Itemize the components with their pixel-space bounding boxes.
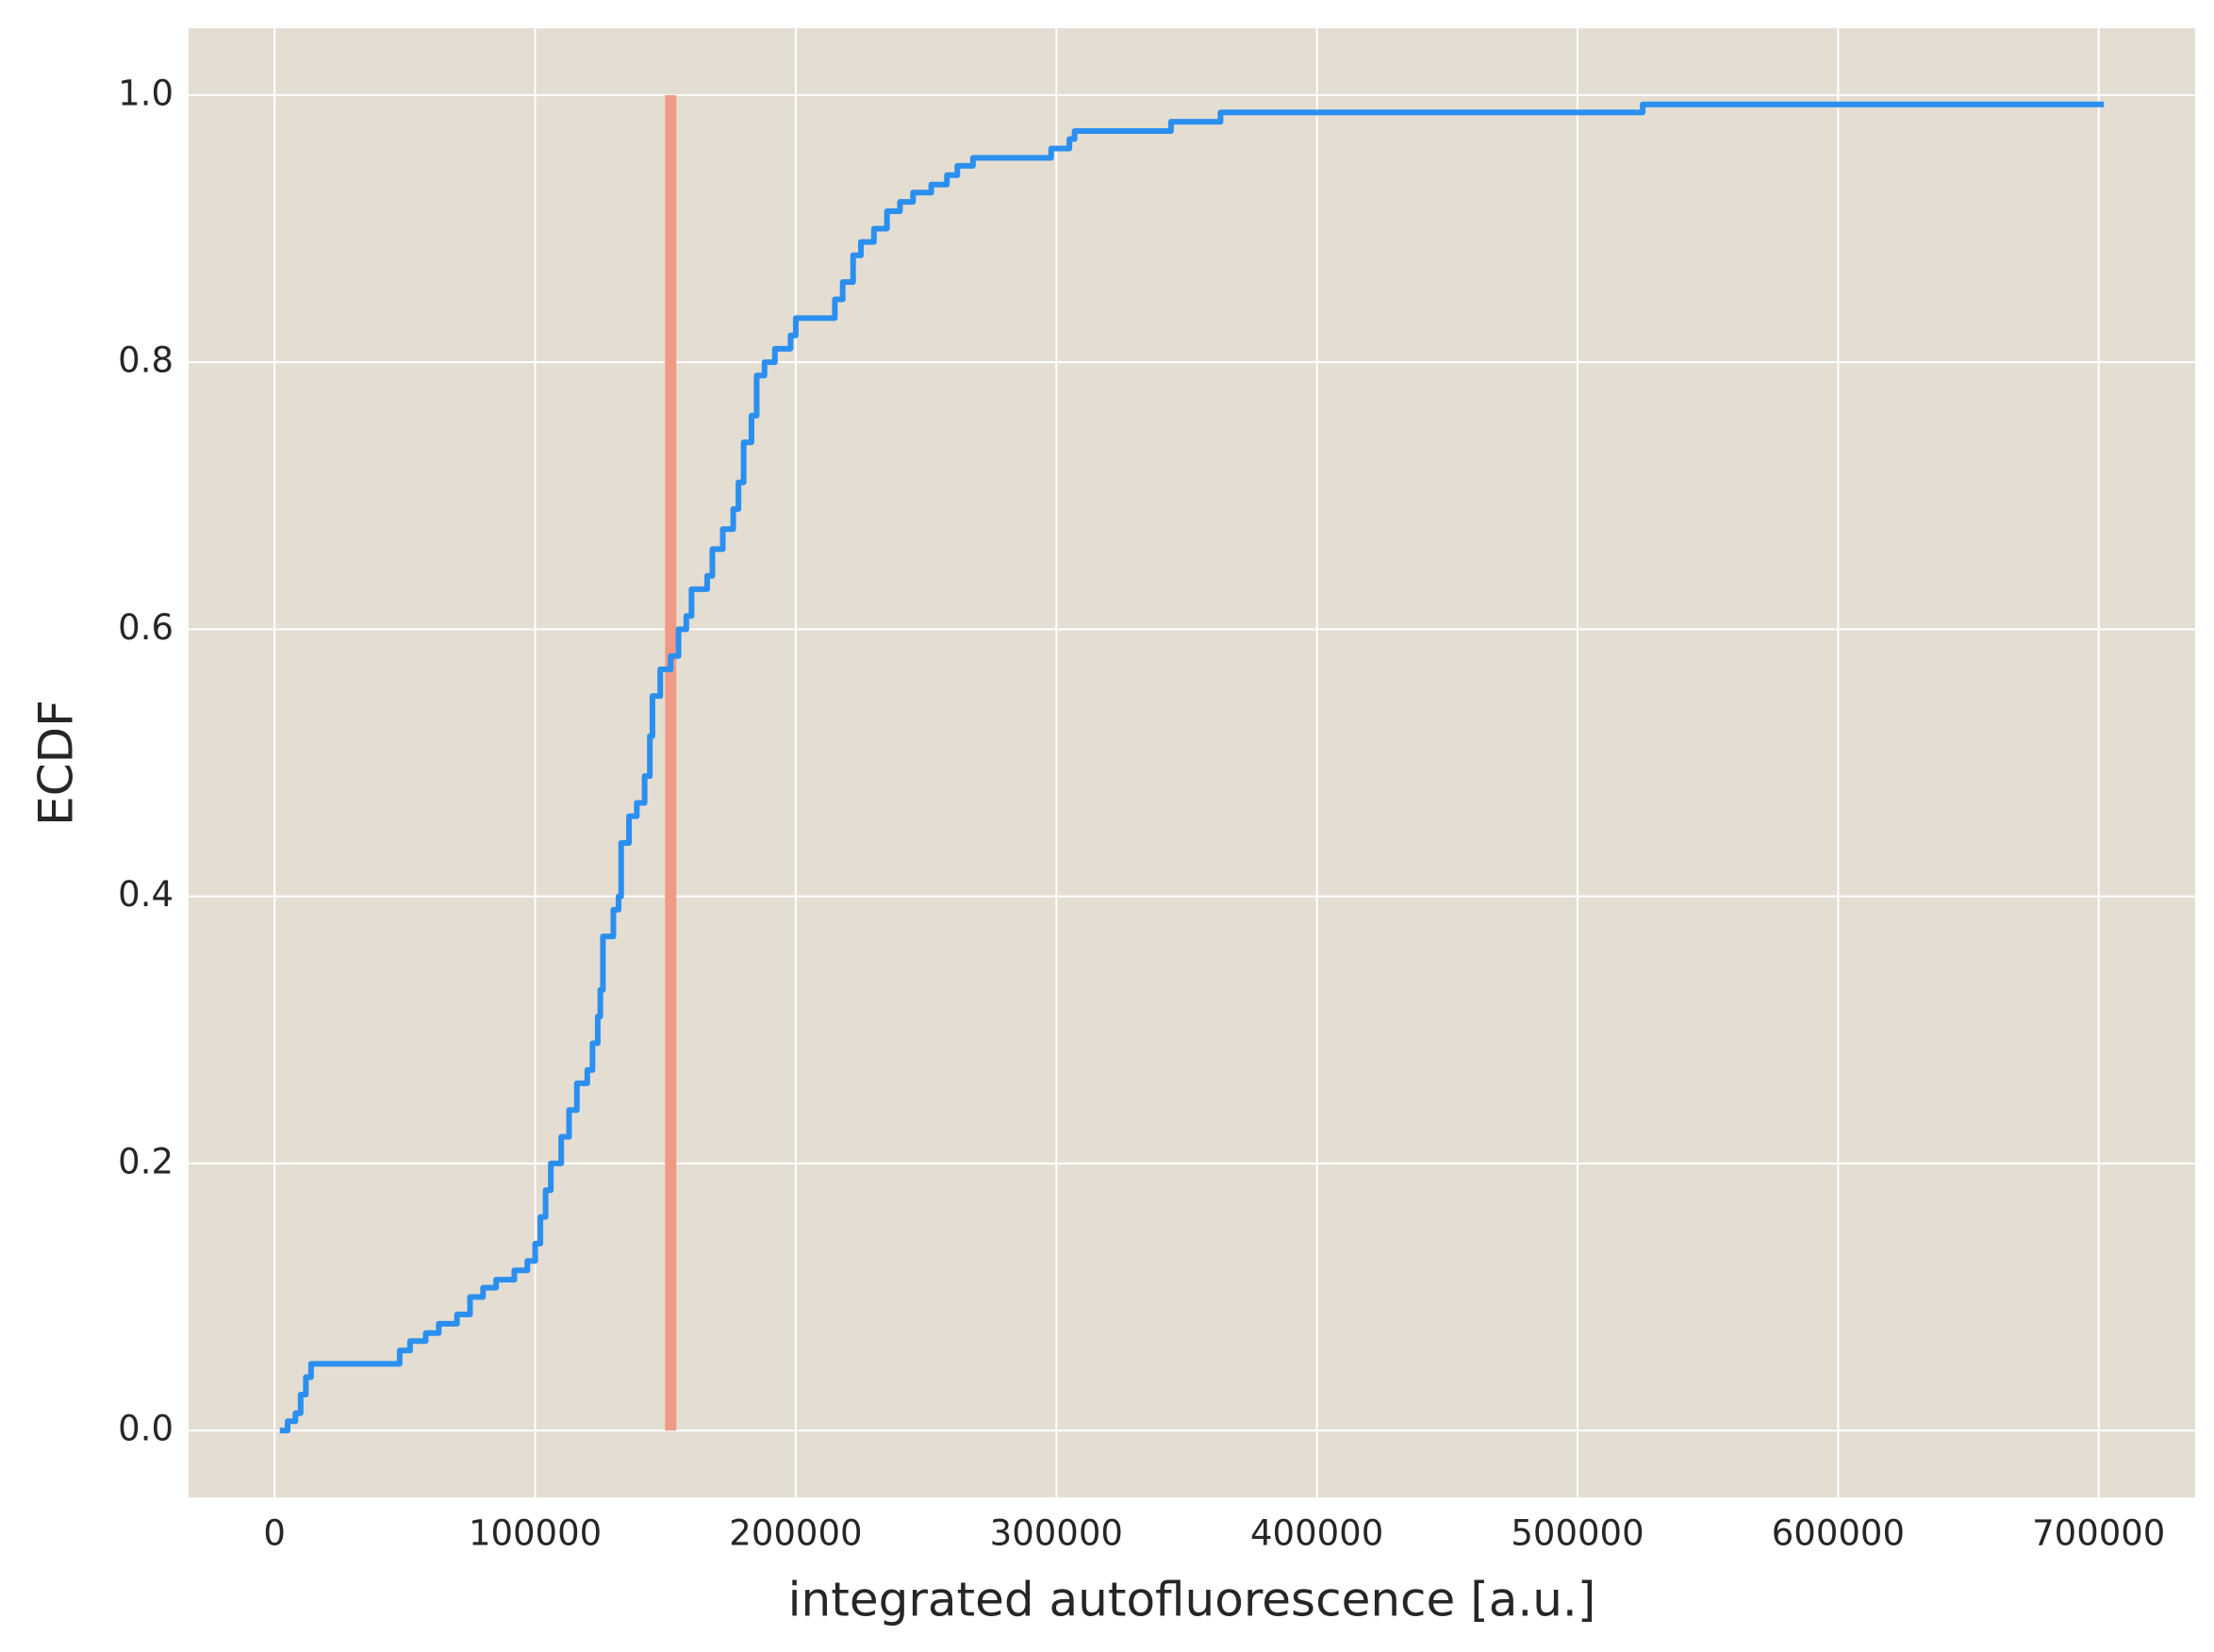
y-tick-label: 0.0 bbox=[118, 1409, 173, 1449]
x-tick-label: 600000 bbox=[1772, 1513, 1905, 1554]
y-tick-label: 0.4 bbox=[118, 874, 173, 915]
x-axis-label: integrated autofluorescence [a.u.] bbox=[788, 1573, 1596, 1627]
y-tick-label: 0.6 bbox=[118, 607, 173, 648]
x-tick-label: 0 bbox=[263, 1513, 286, 1554]
x-tick-label: 500000 bbox=[1511, 1513, 1644, 1554]
x-tick-label: 300000 bbox=[990, 1513, 1123, 1554]
y-tick-label: 1.0 bbox=[118, 73, 173, 113]
x-tick-label: 100000 bbox=[469, 1513, 602, 1554]
y-tick-label: 0.8 bbox=[118, 340, 173, 381]
x-tick-label: 200000 bbox=[729, 1513, 862, 1554]
ecdf-line bbox=[279, 101, 2105, 1434]
plot-background bbox=[189, 28, 2195, 1497]
y-axis-label: ECDF bbox=[29, 700, 84, 826]
x-tick-label: 700000 bbox=[2032, 1513, 2165, 1554]
x-tick-label: 400000 bbox=[1250, 1513, 1383, 1554]
y-tick-label: 0.2 bbox=[118, 1141, 173, 1181]
